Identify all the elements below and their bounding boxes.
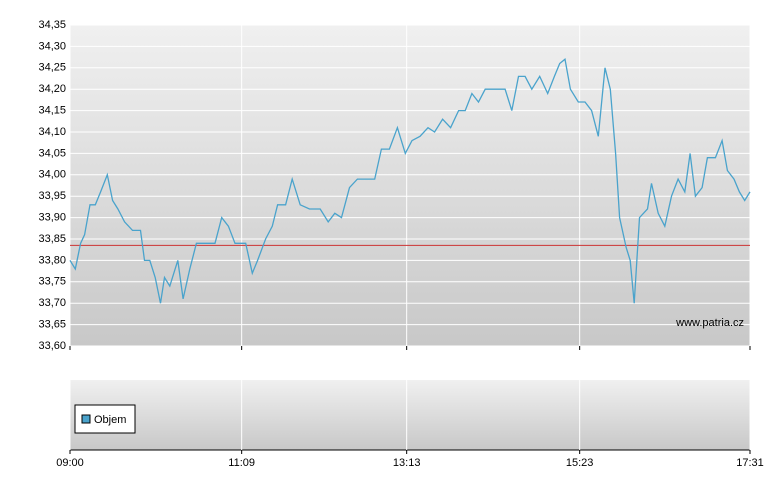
price-line: [69, 58, 751, 304]
y-tick-label: 33,60: [38, 340, 66, 352]
x-tick-label: 17:31: [736, 457, 764, 469]
x-tick-label: 09:00: [56, 457, 84, 469]
y-tick-label: 33,90: [38, 212, 66, 224]
volume-area: [70, 380, 750, 450]
y-tick-label: 33,75: [38, 276, 66, 288]
y-tick-label: 34,35: [38, 19, 66, 31]
y-tick-label: 34,10: [38, 126, 66, 138]
x-tick-label: 13:13: [393, 457, 421, 469]
y-tick-label: 34,00: [38, 169, 66, 181]
plot-area: [70, 25, 750, 346]
y-tick-label: 34,25: [38, 62, 66, 74]
x-tick-label: 15:23: [566, 457, 594, 469]
x-tick-label: 11:09: [228, 457, 255, 469]
marks: [69, 58, 751, 304]
legend-label: Objem: [94, 414, 126, 426]
y-tick-label: 34,30: [38, 40, 66, 52]
watermark: www.patria.cz: [675, 317, 744, 329]
legend-swatch: [81, 414, 91, 424]
y-tick-label: 34,20: [38, 83, 66, 95]
y-tick-label: 34,15: [38, 105, 66, 117]
y-tick-label: 33,85: [38, 233, 66, 245]
y-tick-label: 33,70: [38, 297, 66, 309]
y-tick-label: 33,80: [38, 254, 66, 266]
grid: [69, 24, 751, 450]
y-tick-label: 34,05: [38, 147, 66, 159]
y-tick-label: 33,95: [38, 190, 66, 202]
y-tick-label: 33,65: [38, 319, 66, 331]
